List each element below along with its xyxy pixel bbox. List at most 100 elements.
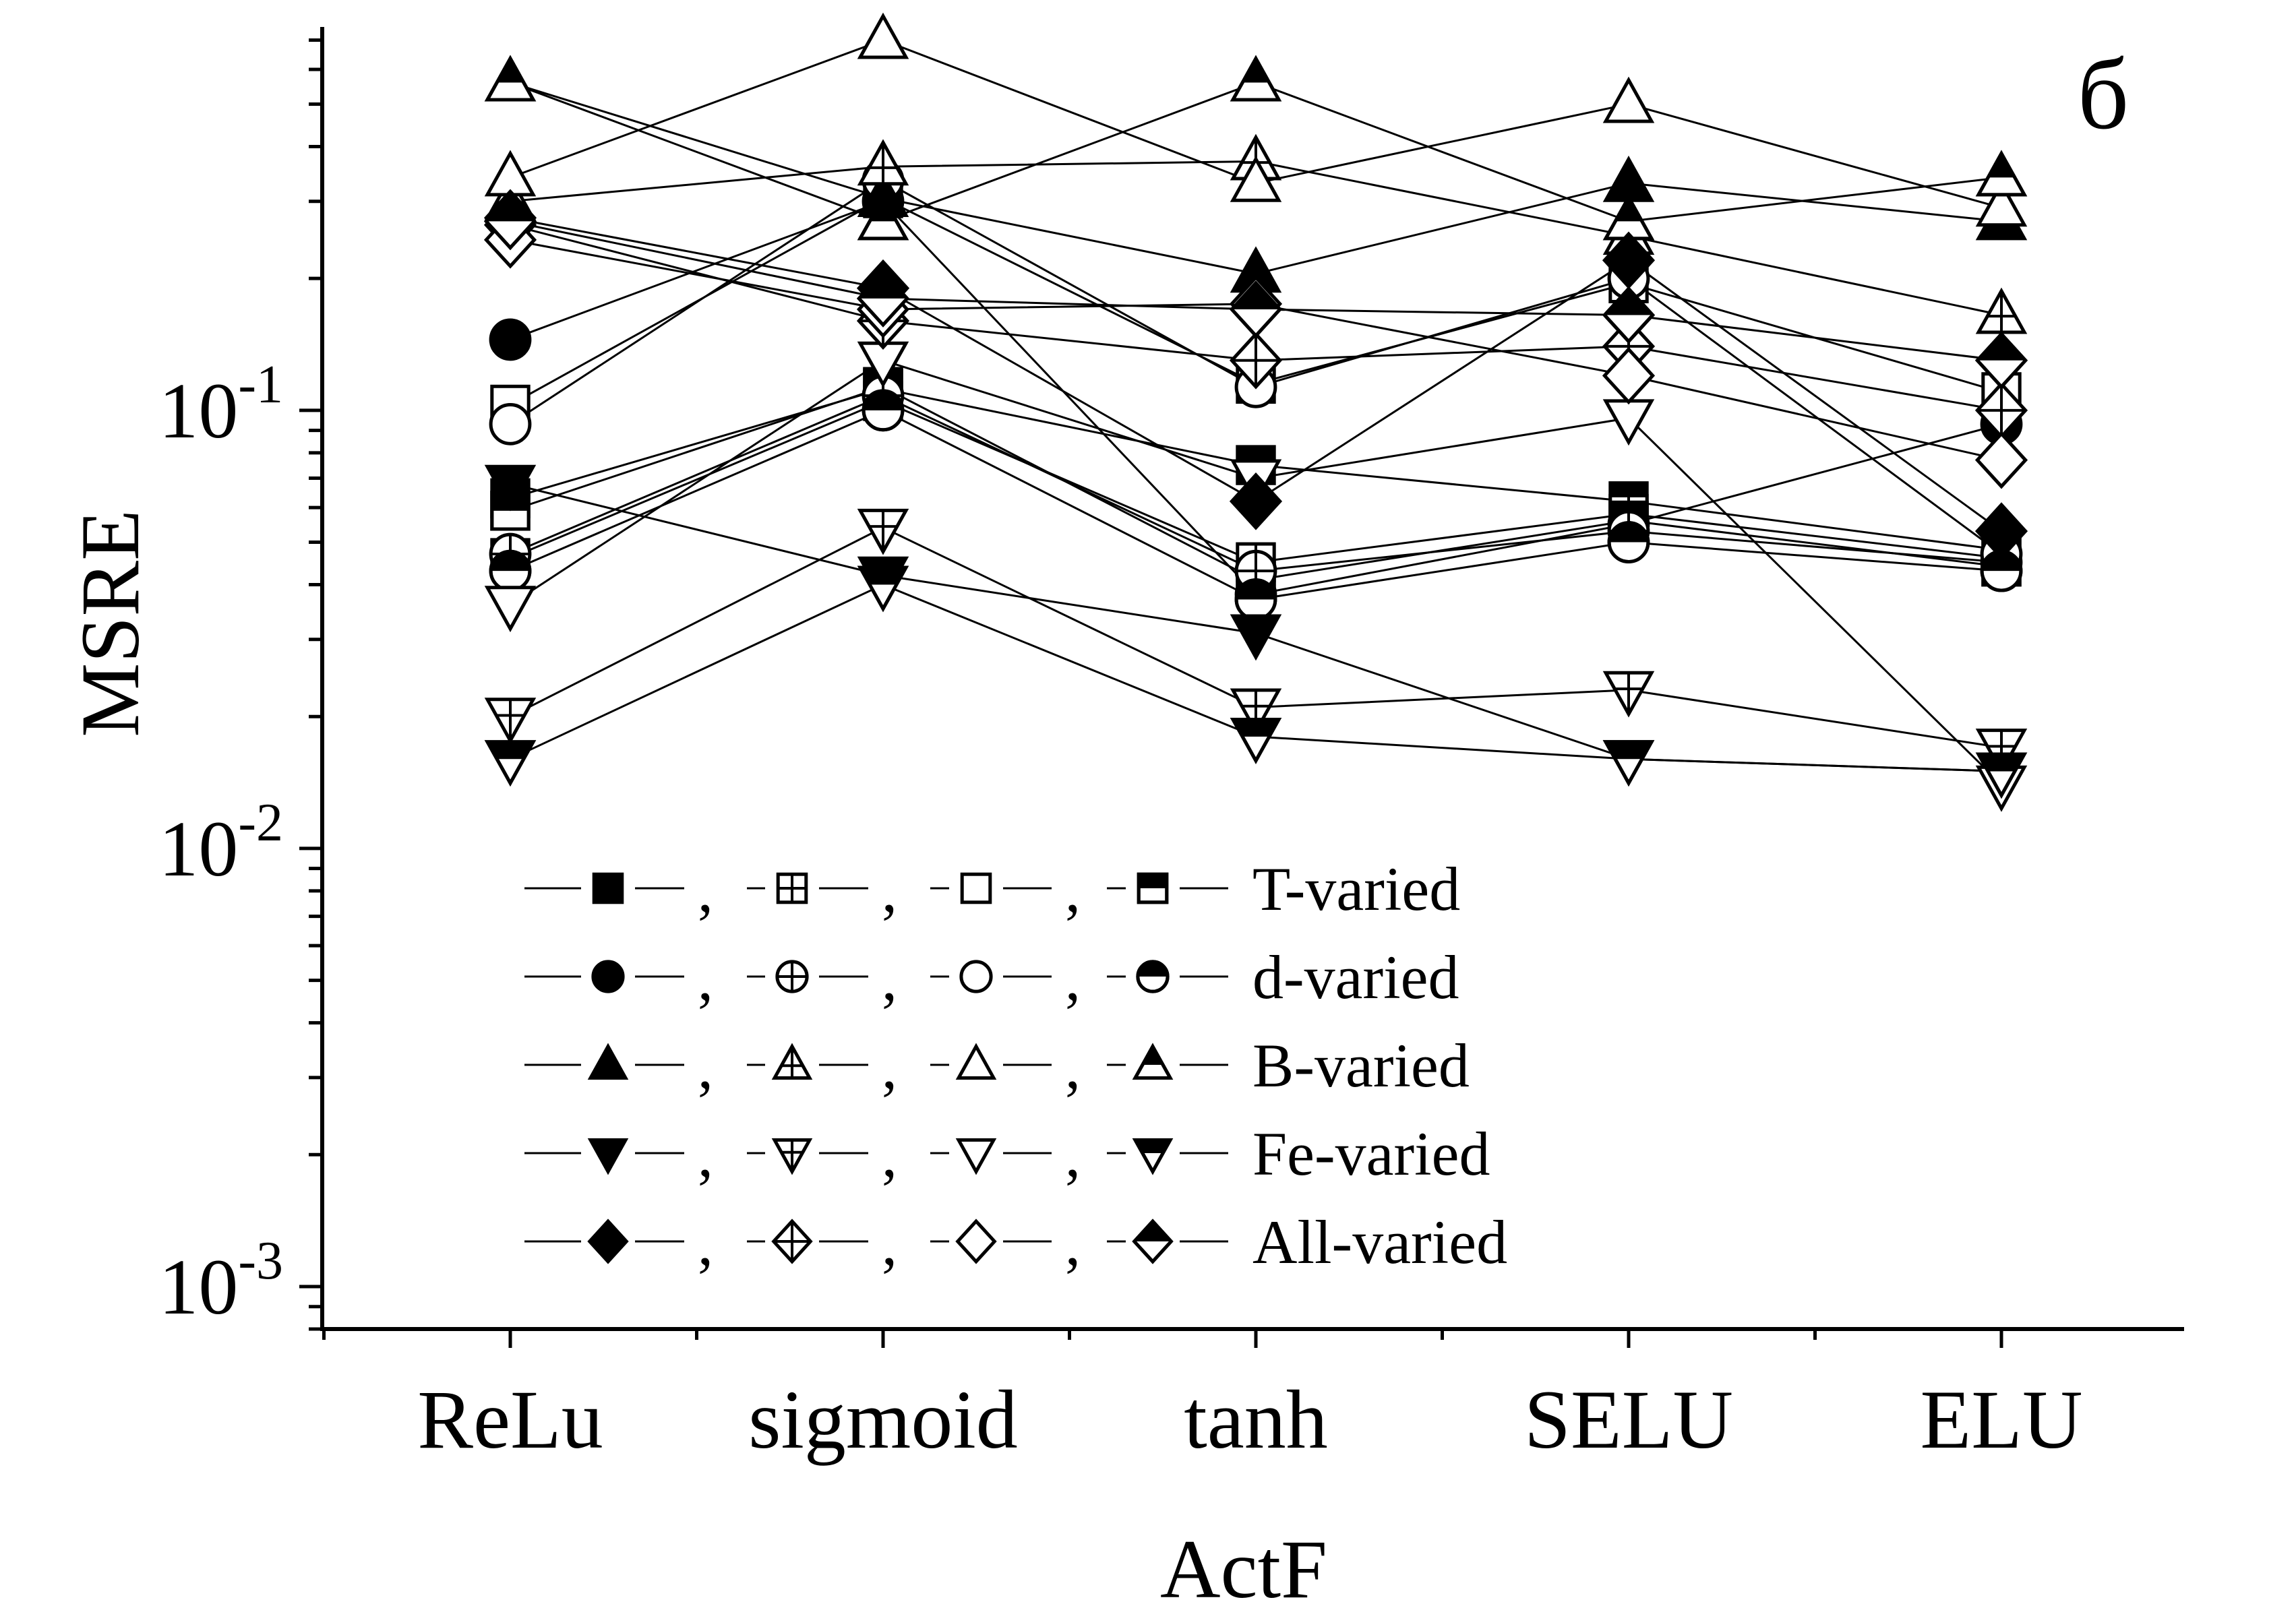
legend-label: T-varied (1252, 855, 1460, 923)
legend-label: Fe-varied (1252, 1119, 1490, 1188)
data-point-diamond-filled (1974, 502, 2028, 560)
legend-separator: , (698, 1209, 713, 1278)
data-point-triangle-up-open (484, 150, 537, 197)
data-point-triangle-down-half (1230, 717, 1282, 764)
data-point-diamond-open (1602, 346, 1656, 405)
legend-separator: , (1065, 944, 1081, 1013)
data-point-triangle-down-crossed (1602, 671, 1655, 718)
x-tick-label: ReLu (417, 1374, 603, 1466)
data-point-triangle-up-half (857, 193, 909, 241)
legend-marker-triangle-down-crossed (771, 1138, 813, 1175)
data-point-circle-half (862, 389, 905, 432)
data-point-circle-half (489, 549, 532, 592)
data-point-circle-half (1980, 549, 2023, 592)
legend-marker-circle-filled (591, 960, 625, 993)
legend-separator: , (882, 944, 897, 1013)
data-point-triangle-down-half (1602, 740, 1655, 787)
legend-marker-triangle-up-open (955, 1043, 997, 1080)
legend-separator: , (698, 944, 713, 1013)
data-point-diamond-filled (1229, 472, 1283, 530)
legend-marker-triangle-up-half (1132, 1043, 1174, 1080)
legend-entry: ,,, d-varied (524, 943, 1459, 1013)
y-tick-label: 10-1 (158, 355, 283, 455)
y-tick-base: 10 (158, 805, 238, 893)
data-point-triangle-up-open (1602, 76, 1655, 123)
data-point-triangle-down-crossed (857, 508, 909, 555)
legend-entry: ,,, T-varied (524, 855, 1460, 925)
data-point-triangle-up-crossed (857, 139, 909, 186)
legend-entry: ,,, Fe-varied (524, 1119, 1490, 1190)
legend-marker-square-filled (592, 872, 624, 904)
data-point-triangle-down-half (484, 740, 537, 787)
data-point-circle-half (1607, 521, 1650, 563)
data-point-triangle-down-open (484, 586, 537, 633)
data-point-diamond-half (856, 270, 910, 328)
legend-separator: , (882, 1209, 897, 1278)
legend-label: B-varied (1252, 1031, 1470, 1100)
y-tick-label: 10-2 (158, 793, 283, 893)
data-point-diamond-crossed (1229, 331, 1283, 390)
series-layer (483, 12, 2028, 812)
legend-marker-diamond-half (1132, 1219, 1174, 1264)
legend-separator: , (882, 1032, 897, 1101)
legend-separator: , (882, 856, 897, 925)
y-tick-base: 10 (158, 1243, 238, 1331)
legend-marker-circle-open (959, 960, 993, 993)
data-point-diamond-half (483, 192, 537, 251)
legend-marker-triangle-up-crossed (771, 1043, 813, 1080)
x-axis-title: ActF (1160, 1523, 1327, 1604)
legend-separator: , (1065, 1209, 1081, 1278)
legend-separator: , (882, 1121, 897, 1190)
legend-marker-triangle-up-filled (587, 1043, 629, 1080)
data-point-triangle-down-half (1975, 752, 2028, 799)
x-tick-label: sigmoid (748, 1374, 1018, 1466)
legend-entry: ,,, B-varied (524, 1031, 1470, 1101)
y-tick-base: 10 (158, 367, 238, 455)
data-point-triangle-down-filled (484, 464, 537, 512)
data-point-circle-open (489, 402, 532, 445)
legend-entry: ,,, All-varied (524, 1208, 1507, 1278)
legend-separator: , (698, 1032, 713, 1101)
legend-marker-square-open (960, 872, 992, 904)
data-point-triangle-down-crossed (484, 698, 537, 745)
y-tick-exponent: -1 (238, 355, 283, 414)
data-point-triangle-up-open (1975, 180, 2028, 227)
data-point-triangle-down-filled (1230, 614, 1282, 661)
data-point-diamond-half (1602, 286, 1656, 344)
data-point-circle-half (1234, 578, 1277, 621)
data-point-diamond-open (1974, 431, 2028, 489)
legend-separator: , (1065, 1032, 1081, 1101)
y-tick-exponent: -2 (238, 793, 283, 853)
data-point-triangle-up-half (1230, 55, 1282, 102)
legend-marker-triangle-down-filled (587, 1138, 629, 1175)
data-point-triangle-up-open (1230, 155, 1282, 202)
data-point-triangle-down-half (857, 565, 909, 613)
legend-separator: , (698, 1121, 713, 1190)
legend-marker-square-crossed (776, 872, 808, 904)
legend-separator: , (1065, 856, 1081, 925)
x-tick-label: tanh (1184, 1374, 1328, 1466)
data-point-circle-filled (489, 318, 532, 361)
y-tick-exponent: -3 (238, 1231, 283, 1291)
x-tick-label: ELU (1920, 1374, 2082, 1466)
panel-label: б (2078, 38, 2129, 150)
data-point-diamond-half (1974, 331, 2028, 390)
y-axis-title: MSRE (64, 510, 156, 737)
legend-marker-circle-crossed (775, 960, 809, 993)
legend-label: d-varied (1252, 943, 1459, 1012)
x-tick-label: SELU (1524, 1374, 1733, 1466)
legend-marker-square-half (1137, 872, 1169, 904)
legend-marker-triangle-down-open (955, 1138, 997, 1175)
data-point-triangle-up-half (484, 55, 537, 102)
data-point-triangle-up-open (857, 12, 909, 59)
legend-marker-triangle-down-half (1132, 1138, 1174, 1175)
data-point-triangle-up-half (1975, 150, 2028, 197)
legend-separator: , (1065, 1121, 1081, 1190)
legend: ,,, T-varied,,, d-varied,,, B-varied,,, Fe-v… (524, 855, 1507, 1278)
data-point-diamond-half (1229, 280, 1283, 338)
legend-marker-circle-half (1136, 960, 1170, 993)
series-markers (483, 12, 2028, 812)
legend-label: All-varied (1252, 1208, 1507, 1276)
